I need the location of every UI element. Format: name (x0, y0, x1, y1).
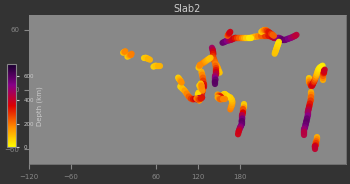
Title: Slab2: Slab2 (174, 4, 201, 14)
Y-axis label: Depth (km): Depth (km) (37, 86, 43, 126)
